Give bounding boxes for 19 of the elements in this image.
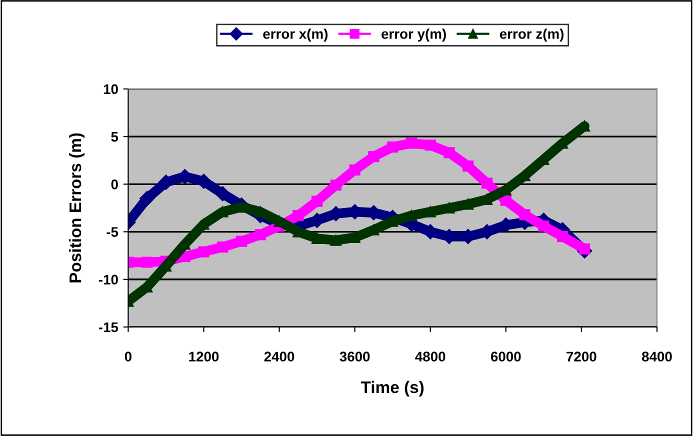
legend-label: error z(m) bbox=[500, 28, 564, 42]
y-tick-label: -10 bbox=[98, 274, 118, 285]
x-tick-label: 8400 bbox=[642, 352, 672, 362]
y-tick-label: -5 bbox=[106, 227, 118, 237]
x-tick-label: 6000 bbox=[490, 352, 521, 362]
x-tick-label: 4800 bbox=[415, 352, 446, 362]
x-axis-title: Time (s) bbox=[360, 380, 424, 396]
x-tick-label: 1200 bbox=[189, 352, 219, 362]
legend-label: error y(m) bbox=[382, 28, 446, 42]
y-tick-label: 0 bbox=[111, 180, 118, 190]
x-tick-label: 2400 bbox=[264, 352, 294, 362]
x-tick-label: 3600 bbox=[340, 352, 370, 362]
y-tick-label: -15 bbox=[98, 322, 118, 332]
x-tick-label: 7200 bbox=[566, 352, 596, 362]
x-tick-label: 0 bbox=[124, 352, 132, 362]
y-tick-label: 10 bbox=[104, 84, 118, 94]
legend-label: error x(m) bbox=[263, 28, 328, 42]
y-tick-label: 5 bbox=[111, 132, 118, 142]
y-axis-title: Position Errors (m) bbox=[68, 133, 85, 282]
